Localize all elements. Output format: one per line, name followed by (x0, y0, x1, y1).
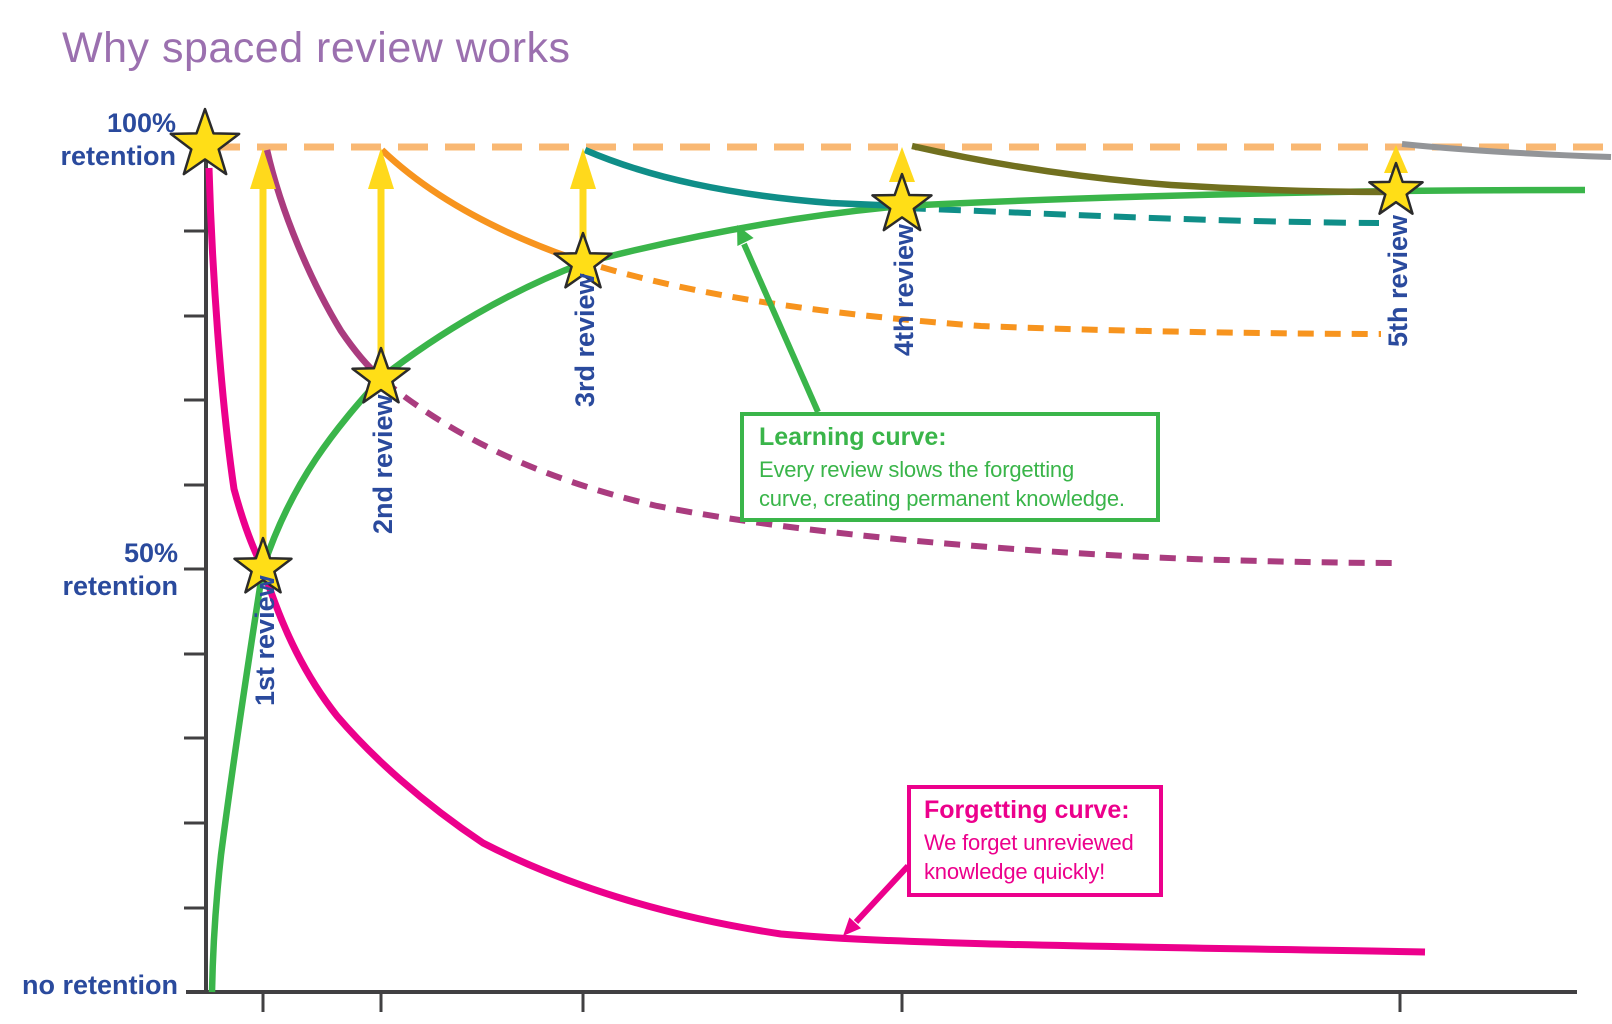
forgetting-callout-body: We forget unreviewed knowledge quickly! (924, 830, 1134, 884)
review-stars (169, 107, 1424, 594)
review-1-up-arrow-icon (250, 148, 276, 554)
review-boost-arrows (250, 145, 1408, 554)
learning-pointer-arrowhead-icon (737, 225, 754, 246)
y-axis-label-none: no retention (22, 970, 178, 1000)
y-axis-label-50pct: 50% retention (62, 538, 178, 601)
review-1-label: 1st review (250, 575, 280, 706)
review-2-label: 2nd review (368, 394, 398, 534)
review-3-star-icon (553, 231, 613, 289)
review-1-star-icon (233, 536, 293, 594)
forgetting-callout-pointer-arrow (843, 863, 911, 936)
initial-learning-star-icon (169, 107, 241, 176)
forgetting-pointer-shaft (853, 863, 911, 925)
forgetting-after-3rd-review-dashed-curve (903, 205, 1380, 226)
forgetting-after-2nd-review-solid-curve (379, 147, 585, 266)
review-4-label: 4th review (889, 223, 919, 356)
review-5-star-icon (1368, 161, 1424, 215)
x-axis-ticks (261, 992, 1402, 1012)
review-5-label: 5th review (1383, 214, 1413, 347)
review-2-up-arrow-icon (368, 148, 394, 364)
forgetting-curve (205, 167, 1426, 956)
forgetting-after-5th-review-curve (1401, 141, 1612, 160)
forgetting-pointer-arrowhead-icon (843, 917, 861, 936)
forgetting-after-1st-review-dashed-curve (381, 377, 1398, 566)
y-axis-label-100pct: 100% retention (60, 108, 176, 171)
forgetting-callout-title: Forgetting curve: (924, 796, 1130, 824)
forgetting-curve-callout: Forgetting curve: We forget unreviewed k… (907, 785, 1163, 897)
learning-callout-title: Learning curve: (759, 423, 947, 451)
learning-curve-callout: Learning curve: Every review slows the f… (740, 412, 1160, 522)
review-4-star-icon (871, 172, 933, 232)
forgetting-after-1st-review-solid-curve (263, 149, 384, 381)
forgetting-after-4th-review-curve (911, 142, 1392, 196)
page-title: Why spaced review works (62, 24, 571, 72)
learning-pointer-shaft (741, 242, 821, 414)
review-3-label: 3rd review (570, 273, 600, 407)
review-2-star-icon (351, 346, 411, 404)
learning-callout-pointer-arrow (737, 225, 821, 414)
forgetting-after-3rd-review-solid-curve (583, 147, 903, 210)
y-axis-ticks (184, 229, 206, 910)
forgetting-after-2nd-review-dashed-curve (600, 264, 1382, 337)
learning-callout-body: Every review slows the forgetting curve,… (759, 457, 1125, 511)
